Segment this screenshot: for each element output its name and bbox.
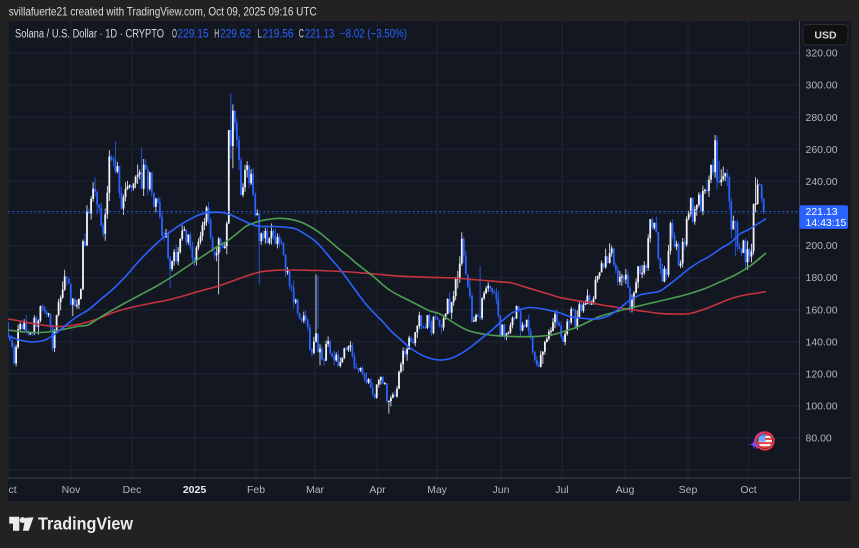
- svg-text:80.00: 80.00: [806, 433, 832, 445]
- svg-text:14:43:15: 14:43:15: [806, 217, 847, 229]
- svg-text:300.00: 300.00: [806, 80, 838, 92]
- svg-text:Apr: Apr: [369, 484, 386, 496]
- svg-text:May: May: [427, 484, 448, 496]
- svg-text:ct: ct: [9, 484, 17, 496]
- svg-text:Solana / U.S. Dollar · 1D · CR: Solana / U.S. Dollar · 1D · CRYPTO: [15, 28, 164, 40]
- svg-text:Jun: Jun: [493, 484, 510, 496]
- svg-text:160.00: 160.00: [806, 304, 838, 316]
- svg-text:Nov: Nov: [62, 484, 81, 496]
- svg-text:221.13: 221.13: [806, 206, 838, 218]
- svg-text:L: L: [258, 28, 263, 40]
- svg-text:280.00: 280.00: [806, 112, 838, 124]
- svg-text:Mar: Mar: [306, 484, 325, 496]
- svg-text:200.00: 200.00: [806, 240, 838, 252]
- svg-text:229.62: 229.62: [220, 28, 251, 40]
- svg-text:O: O: [172, 28, 177, 40]
- svg-text:221.13: 221.13: [305, 28, 335, 40]
- svg-text:USD: USD: [814, 30, 837, 42]
- svg-text:Jul: Jul: [555, 484, 568, 496]
- svg-text:Sep: Sep: [679, 484, 698, 496]
- svg-text:100.00: 100.00: [806, 401, 838, 413]
- svg-text:Dec: Dec: [123, 484, 142, 496]
- svg-text:H: H: [214, 28, 219, 40]
- svg-text:229.15: 229.15: [178, 28, 209, 40]
- svg-text:180.00: 180.00: [806, 272, 838, 284]
- svg-text:TradingView: TradingView: [38, 514, 133, 534]
- svg-text:219.56: 219.56: [263, 28, 294, 40]
- svg-text:240.00: 240.00: [806, 176, 838, 188]
- svg-text:svillafuerte21 created with Tr: svillafuerte21 created with TradingView.…: [9, 4, 317, 18]
- svg-text:2025: 2025: [183, 484, 207, 496]
- svg-text:140.00: 140.00: [806, 336, 838, 348]
- svg-text:−8.02 (−3.50%): −8.02 (−3.50%): [340, 28, 407, 40]
- svg-text:260.00: 260.00: [806, 144, 838, 156]
- svg-text:Oct: Oct: [740, 484, 756, 496]
- svg-text:120.00: 120.00: [806, 368, 838, 380]
- svg-text:Aug: Aug: [616, 484, 635, 496]
- svg-text:Feb: Feb: [247, 484, 265, 496]
- svg-text:320.00: 320.00: [806, 48, 838, 60]
- svg-text:C: C: [299, 28, 304, 40]
